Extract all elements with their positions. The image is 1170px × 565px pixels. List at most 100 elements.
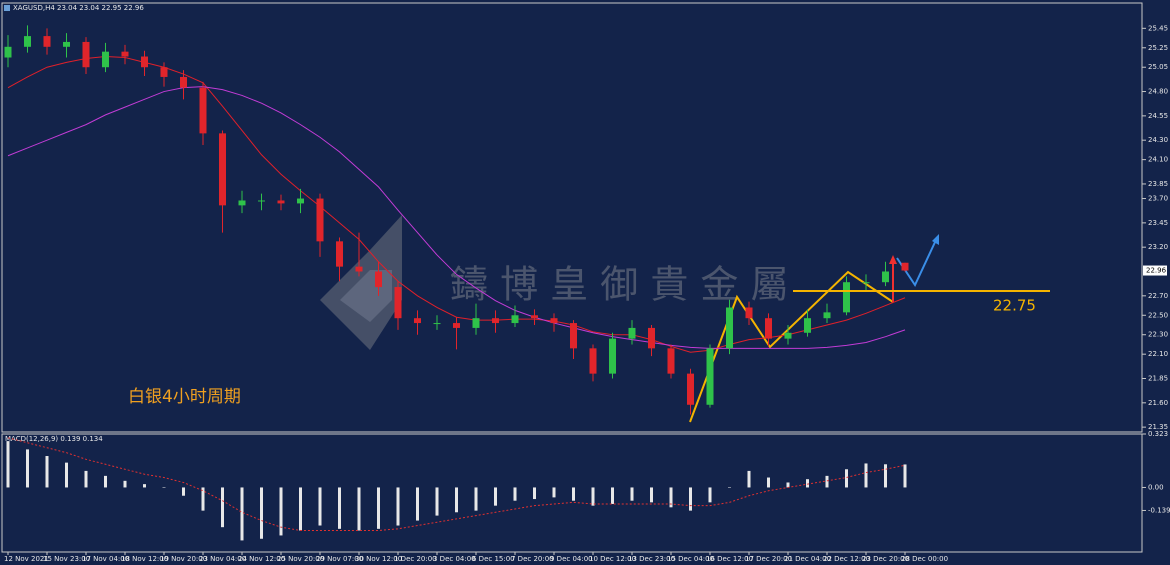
x-tick-label: 9 Dec 04:00 (550, 555, 593, 563)
macd-bar (630, 487, 634, 501)
macd-bar (240, 487, 244, 541)
macd-title: MACD(12,26,9) 0.139 0.134 (5, 435, 103, 443)
trend-drawing (689, 234, 939, 423)
y-tick-label: 24.55 (1148, 112, 1168, 120)
macd-bar (611, 487, 614, 505)
candle-body (238, 200, 246, 206)
y-tick-label: 24.30 (1148, 136, 1168, 144)
y-tick-label: 25.25 (1148, 44, 1168, 52)
candle-body (316, 198, 324, 242)
macd-bar (143, 484, 146, 488)
macd-bar (689, 487, 692, 511)
macd-bar (806, 479, 809, 488)
candle-body (141, 56, 148, 68)
macd-bar (299, 487, 302, 531)
macd-bar (396, 487, 400, 526)
x-tick-label: 6 Dec 15:00 (472, 555, 515, 563)
x-tick-label: 22 Dec 12:00 (823, 555, 870, 563)
candle-body (628, 327, 636, 339)
candle-body (160, 67, 168, 77)
candle-body (472, 318, 480, 328)
main-panel (1, 2, 1143, 433)
candle-body (180, 76, 187, 88)
candle-body (882, 271, 889, 283)
watermark-text: 鑄 博 皇 御 貴 金 屬 (450, 263, 788, 307)
y-tick-label: 23.45 (1148, 219, 1168, 227)
macd-bar (162, 487, 166, 488)
y-tick-label: 21.35 (1148, 423, 1168, 431)
macd-bar (552, 487, 556, 498)
macd-bar (864, 463, 868, 488)
y-tick-label: 23.70 (1148, 195, 1168, 203)
y-tick-label: 23.20 (1148, 243, 1168, 251)
annotation: 白银4小时周期 (128, 387, 241, 407)
macd-bar (338, 487, 341, 529)
macd-bar (728, 487, 731, 488)
candle-body (648, 327, 655, 349)
macd-bar (786, 482, 790, 488)
y-tick-label: 21.85 (1148, 375, 1168, 383)
macd-bar (708, 487, 712, 503)
candle-body (589, 348, 597, 374)
macd-bar (26, 449, 29, 488)
candle-body (4, 46, 12, 58)
macd-bar (123, 480, 127, 488)
candle-body (784, 332, 792, 339)
macd-bar (572, 487, 575, 501)
candle-body (745, 307, 753, 319)
macd-bar (84, 470, 88, 488)
chart-title: XAGUSD,H4 23.04 23.04 22.95 22.96 (13, 4, 144, 12)
candle-body (336, 241, 343, 267)
macd-bar (182, 487, 185, 496)
candle-body (355, 266, 363, 272)
candle-body (862, 282, 870, 284)
candle-body (24, 36, 31, 47)
x-tick-label: 12 Nov 2021 (4, 555, 49, 563)
macd-bar (650, 487, 653, 503)
x-tick-label: 18 Nov 12:00 (121, 555, 168, 563)
macd-bar (357, 487, 361, 531)
x-tick-label: 28 Dec 00:00 (901, 555, 948, 563)
macd-bar (377, 487, 380, 529)
candle-body (726, 307, 733, 349)
macd-bar (533, 487, 536, 500)
candle-body (297, 198, 304, 204)
candle-body (843, 282, 850, 313)
macd-bar (221, 487, 224, 528)
candle-body (531, 315, 538, 319)
y-tick-label: -0.139 (1148, 506, 1170, 514)
y-tick-label: 0.00 (1148, 483, 1164, 491)
signal-line (7, 437, 906, 531)
x-tick-label: 23 Nov 04:00 (199, 555, 246, 563)
macd-bar (260, 487, 263, 539)
candle-body (550, 318, 558, 324)
x-tick-label: 29 Nov 07:00 (316, 555, 363, 563)
arrowhead (889, 255, 897, 264)
y-tick-label: 22.10 (1148, 350, 1168, 358)
x-tick-label: 15 Nov 23:00 (43, 555, 90, 563)
candle-body (706, 348, 714, 405)
price-box (1143, 265, 1167, 276)
macd-bar (435, 487, 439, 516)
macd-bar (104, 475, 107, 488)
candle-body (667, 348, 675, 374)
candle-body (901, 262, 909, 271)
x-tick-label: 17 Dec 20:00 (745, 555, 792, 563)
x-tick-label: 3 Dec 04:00 (433, 555, 476, 563)
x-tick-label: 17 Nov 04:00 (82, 555, 129, 563)
x-tick-label: 25 Nov 20:00 (277, 555, 324, 563)
x-tick-label: 19 Nov 20:00 (160, 555, 207, 563)
candle-body (63, 41, 70, 47)
candle-body (453, 323, 460, 328)
y-tick-label: 22.30 (1148, 331, 1168, 339)
macd-bar (279, 487, 283, 536)
candle-body (570, 323, 577, 349)
candle-body (765, 318, 772, 339)
macd-bar (318, 487, 322, 526)
x-tick-label: 30 Nov 12:00 (355, 555, 402, 563)
macd-bar (845, 469, 848, 488)
price-label: 22.96 (1146, 267, 1167, 275)
y-tick-label: 22.50 (1148, 311, 1168, 319)
y-tick-label: 25.45 (1148, 24, 1168, 32)
